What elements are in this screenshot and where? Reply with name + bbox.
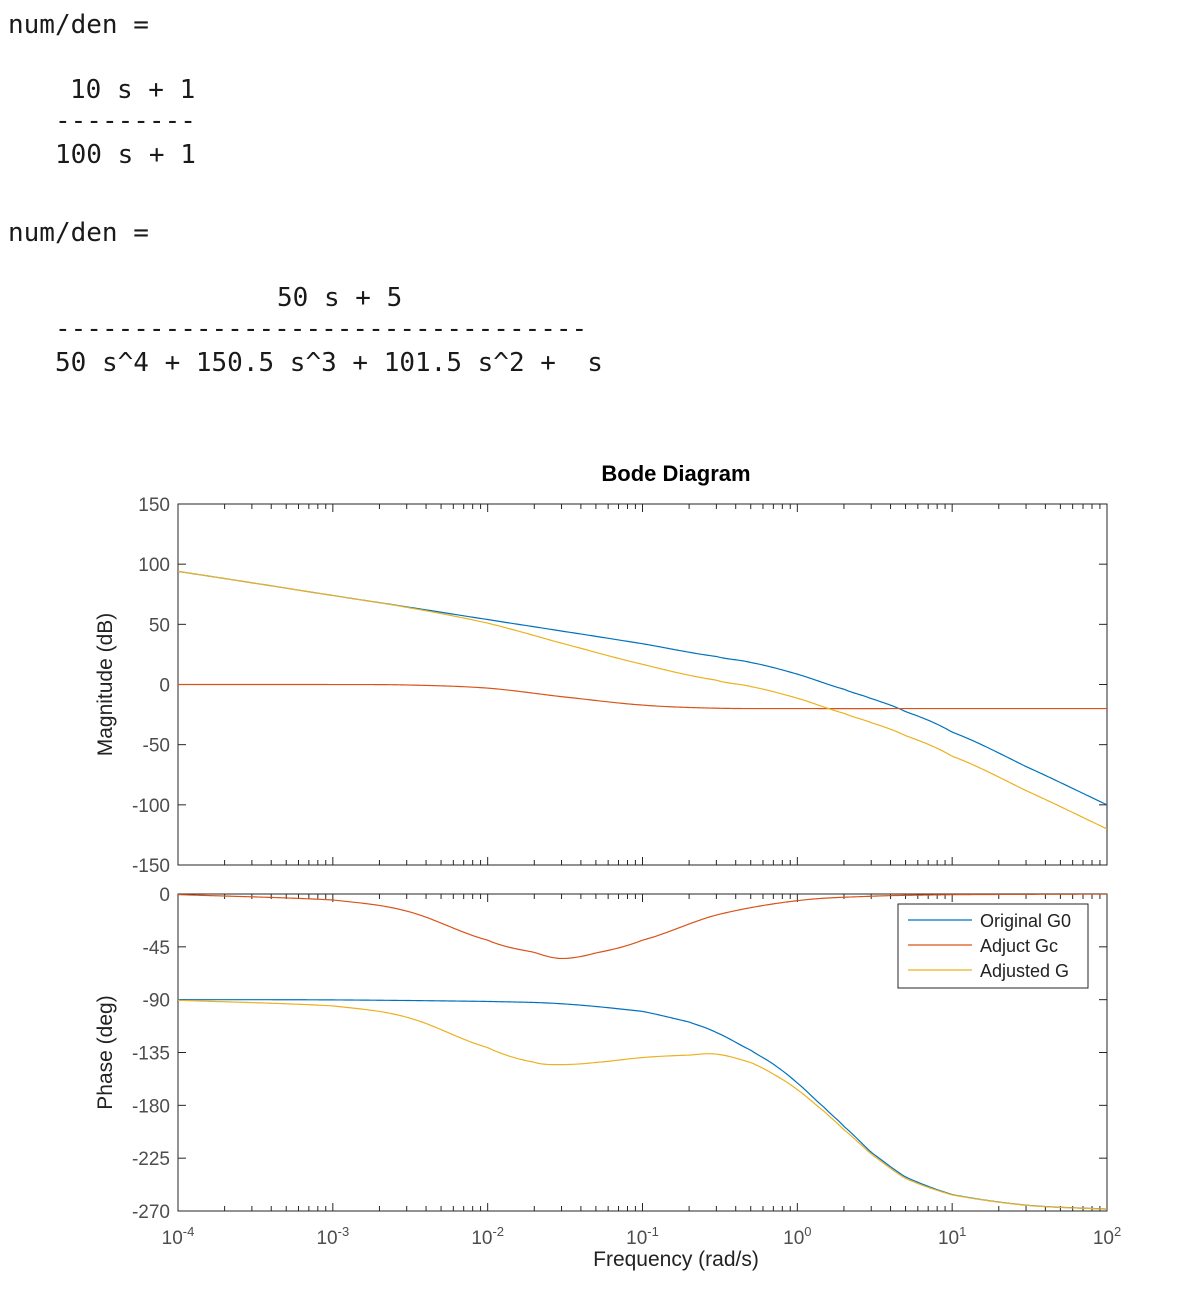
x-tick-label: 10-2 bbox=[471, 1224, 504, 1249]
phase-series-adjuct-gc bbox=[178, 894, 1107, 960]
x-tick-label: 102 bbox=[1093, 1224, 1121, 1249]
tf2-denominator: 50 s^4 + 150.5 s^3 + 101.5 s^2 + s bbox=[55, 348, 603, 378]
x-tick-label: 10-1 bbox=[626, 1224, 659, 1249]
legend-box bbox=[897, 903, 1089, 989]
tf1-numerator: 10 s + 1 bbox=[70, 75, 196, 105]
magnitude-panel: 150 100 50 0 -50 -100 -150 Magnitude (dB) bbox=[94, 495, 1108, 877]
phase-panel: 0 -45 -90 -135 -180 -225 -270 Phase (deg) bbox=[94, 885, 1108, 1223]
legend-entry: Original G0 bbox=[980, 911, 1071, 931]
x-tick-labels: 10-4 10-3 10-2 10-1 100 101 102 bbox=[162, 1224, 1122, 1249]
legend-entry: Adjuct Gc bbox=[980, 936, 1058, 956]
phase-y-tick-label: 0 bbox=[159, 885, 170, 906]
tf1-fraction-rule: --------- bbox=[55, 106, 196, 136]
phase-series-adjusted-g bbox=[178, 999, 1107, 1210]
tf2-numerator: 50 s + 5 bbox=[277, 283, 403, 313]
phase-y-tick-label: -180 bbox=[132, 1096, 170, 1117]
magnitude-y-tick-label: -100 bbox=[132, 796, 170, 817]
magnitude-y-tick-label: 100 bbox=[138, 555, 170, 576]
magnitude-series-adjuct-gc bbox=[178, 683, 1107, 710]
x-tick-label: 100 bbox=[783, 1224, 811, 1249]
tf1-denominator: 100 s + 1 bbox=[55, 140, 196, 170]
x-tick-label: 10-3 bbox=[316, 1224, 349, 1249]
chart-title: Bode Diagram bbox=[601, 461, 750, 486]
magnitude-y-tick-label: -50 bbox=[143, 736, 170, 757]
x-axis-label: Frequency (rad/s) bbox=[593, 1248, 759, 1271]
phase-y-tick-label: -225 bbox=[132, 1149, 170, 1170]
magnitude-y-axis-label: Magnitude (dB) bbox=[94, 613, 117, 757]
phase-y-tick-label: -45 bbox=[143, 938, 170, 959]
tf2-fraction-rule: ---------------------------------- bbox=[55, 314, 588, 344]
magnitude-series-adjusted-g bbox=[178, 570, 1107, 830]
magnitude-y-tick-label: 50 bbox=[149, 615, 170, 636]
legend-entry: Adjusted G bbox=[980, 961, 1069, 981]
x-tick-label: 101 bbox=[938, 1224, 966, 1249]
phase-y-tick-label: -90 bbox=[143, 991, 170, 1012]
magnitude-series-original-g0 bbox=[178, 570, 1107, 806]
phase-y-tick-label: -135 bbox=[132, 1044, 170, 1065]
tf1-label: num/den = bbox=[8, 10, 149, 40]
magnitude-y-tick-label: 150 bbox=[138, 495, 170, 516]
magnitude-y-tick-label: 0 bbox=[159, 676, 170, 697]
phase-series-original-g0 bbox=[178, 999, 1107, 1210]
legend: Original G0 Adjuct Gc Adjusted G bbox=[897, 903, 1089, 989]
tf2-label: num/den = bbox=[8, 218, 149, 248]
x-tick-label: 10-4 bbox=[162, 1224, 195, 1249]
phase-y-tick-label: -270 bbox=[132, 1202, 170, 1223]
phase-y-axis-label: Phase (deg) bbox=[94, 995, 117, 1109]
magnitude-y-tick-label: -150 bbox=[132, 856, 170, 877]
